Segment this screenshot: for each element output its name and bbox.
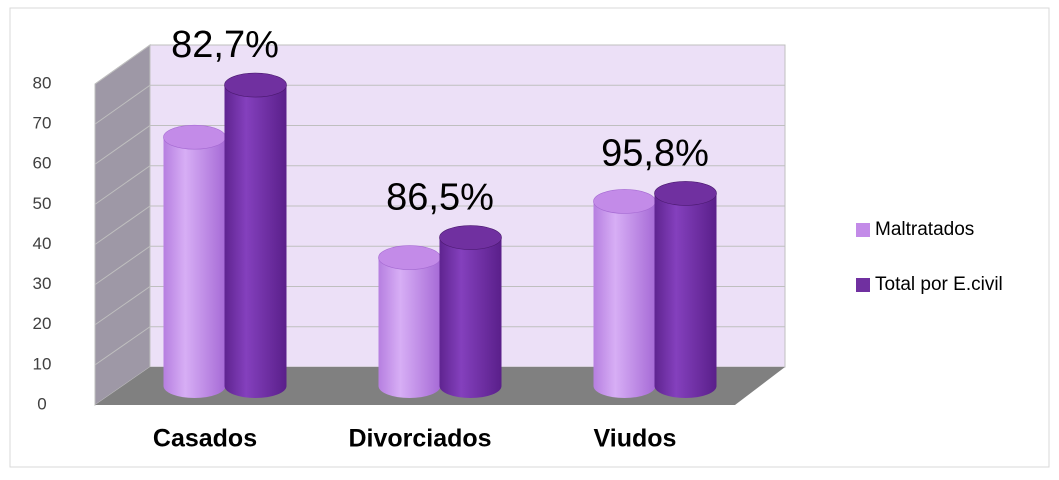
grid-line-side [94, 286, 151, 326]
annotation: 82,7% [171, 24, 279, 66]
grid-line-side [94, 165, 151, 205]
annotation: 86,5% [386, 177, 494, 219]
y-tick-label: 60 [33, 154, 52, 173]
bar-top [378, 245, 441, 270]
x-tick-label: Casados [153, 425, 257, 453]
bar [378, 257, 441, 386]
y-tick-label: 30 [33, 274, 52, 293]
grid-line-side [94, 245, 151, 286]
bar-top [654, 181, 717, 206]
bar-top [163, 124, 226, 150]
x-tick-label: Divorciados [348, 425, 491, 453]
legend-label: Maltratados [875, 219, 974, 240]
legend-label: Total por E.civil [875, 274, 1003, 295]
y-tick-label: 50 [33, 194, 52, 213]
grid-line-side [94, 84, 151, 125]
bar [163, 137, 226, 386]
y-tick-label: 80 [33, 73, 52, 92]
bar [593, 201, 656, 386]
y-tick-label: 70 [33, 114, 52, 133]
grid-line-side [94, 205, 151, 245]
grid-line-side [94, 326, 151, 366]
bar-top [593, 189, 656, 214]
y-tick-label: 40 [33, 234, 52, 253]
y-tick-label: 0 [37, 394, 46, 413]
y-tick-label: 20 [33, 314, 52, 333]
grid-line-side [94, 125, 151, 165]
bar-top [224, 72, 287, 98]
annotation: 95,8% [601, 132, 709, 174]
legend-swatch [856, 278, 870, 292]
legend-swatch [856, 223, 870, 237]
bar-top [439, 225, 502, 250]
bar [439, 237, 502, 386]
grid-line-side [94, 44, 151, 85]
bar [224, 85, 287, 386]
x-tick-label: Viudos [594, 425, 677, 453]
y-tick-label: 10 [33, 354, 52, 373]
bar [654, 193, 717, 386]
